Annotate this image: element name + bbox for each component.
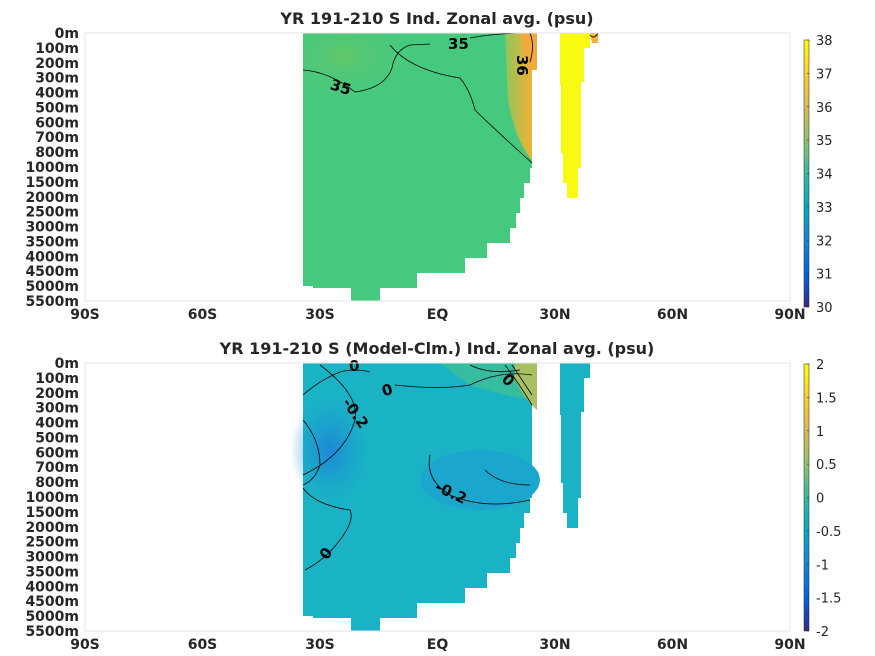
x-tick-label: 30N bbox=[539, 307, 570, 323]
y-tick-label: 800m bbox=[35, 145, 79, 161]
y-tick-label: 600m bbox=[35, 445, 79, 461]
x-tick-label: 90N bbox=[774, 307, 805, 323]
colorbar-tick-label: -0.5 bbox=[816, 525, 841, 540]
y-tick-label: 5500m bbox=[25, 624, 79, 640]
contour-labels: 35 35 36 bbox=[328, 35, 531, 99]
chart-title: YR 191-210 S (Model-Clm.) Ind. Zonal avg… bbox=[219, 339, 655, 358]
y-tick-label: 4000m bbox=[25, 579, 79, 595]
colorbar-tick-label: 30 bbox=[816, 301, 833, 316]
x-tick-label: 30N bbox=[539, 637, 570, 653]
x-tick-label: 60N bbox=[657, 637, 688, 653]
x-tick-label: 60S bbox=[188, 307, 218, 323]
y-tick-label: 300m bbox=[35, 71, 79, 87]
salinity-field bbox=[303, 33, 598, 301]
colorbar-tick-label: 32 bbox=[816, 234, 833, 249]
colorbar-tick-label: 31 bbox=[816, 268, 833, 283]
x-tick-label: EQ bbox=[427, 637, 449, 653]
y-tick-label: 1500m bbox=[25, 175, 79, 191]
y-tick-label: 1000m bbox=[25, 160, 79, 176]
contour-label: 35 bbox=[448, 35, 469, 53]
y-tick-label: 0m bbox=[55, 26, 79, 42]
x-tick-label: 90S bbox=[70, 637, 100, 653]
x-tick-label: 90S bbox=[70, 307, 100, 323]
y-tick-label: 2500m bbox=[25, 535, 79, 551]
y-tick-label: 3500m bbox=[25, 234, 79, 250]
colorbar-tick-label: 2 bbox=[816, 358, 824, 373]
y-tick-label: 3000m bbox=[25, 220, 79, 236]
y-tick-label: 0m bbox=[55, 356, 79, 372]
colorbar-tick-label: -1.5 bbox=[816, 592, 841, 607]
colorbar-tick-label: 37 bbox=[816, 67, 833, 82]
y-tick-label: 1000m bbox=[25, 490, 79, 506]
y-tick-label: 400m bbox=[35, 86, 79, 102]
colorbar-tick-label: 36 bbox=[816, 101, 833, 116]
colorbar-tick-label: 34 bbox=[816, 168, 833, 183]
colorbar-tick-label: -2 bbox=[816, 625, 829, 640]
colorbar-tick-label: 33 bbox=[816, 201, 833, 216]
anomaly-field bbox=[290, 363, 590, 631]
y-tick-label: 4500m bbox=[25, 264, 79, 280]
x-tick-label: 30S bbox=[305, 307, 335, 323]
colorbar: -2 -1.5 -1 -0.5 0 0.5 1 1.5 2 bbox=[803, 358, 841, 640]
y-tick-label: 3500m bbox=[25, 564, 79, 580]
y-tick-label: 4500m bbox=[25, 594, 79, 610]
axes-box bbox=[84, 362, 791, 632]
y-tick-label: 200m bbox=[35, 386, 79, 402]
y-tick-label: 600m bbox=[35, 115, 79, 131]
contour-label: 36 bbox=[513, 55, 531, 76]
contour-lines bbox=[302, 32, 599, 164]
y-tick-label: 3000m bbox=[25, 550, 79, 566]
y-tick-label: 500m bbox=[35, 430, 79, 446]
x-tick-label: 30S bbox=[305, 637, 335, 653]
x-tick-label: 60N bbox=[657, 307, 688, 323]
northern-column bbox=[560, 363, 590, 528]
y-tick-label: 100m bbox=[35, 41, 79, 57]
y-tick-label: 2000m bbox=[25, 520, 79, 536]
y-tick-label: 2500m bbox=[25, 205, 79, 221]
salinity-panel: YR 191-210 S Ind. Zonal avg. (psu) 35 35… bbox=[25, 9, 832, 323]
colorbar-tick-label: 0.5 bbox=[816, 458, 837, 473]
colorbar-tick-label: 1.5 bbox=[816, 391, 837, 406]
y-tick-label: 200m bbox=[35, 56, 79, 72]
colorbar: 30 31 32 33 34 35 36 37 38 bbox=[803, 34, 833, 316]
y-tick-label: 2000m bbox=[25, 190, 79, 206]
x-tick-label: EQ bbox=[427, 307, 449, 323]
northern-column bbox=[560, 33, 590, 198]
colorbar-tick-label: 0 bbox=[816, 492, 824, 507]
x-tick-label: 60S bbox=[188, 637, 218, 653]
y-tick-label: 1500m bbox=[25, 505, 79, 521]
y-tick-label: 800m bbox=[35, 475, 79, 491]
colorbar-tick-label: 38 bbox=[816, 34, 833, 49]
x-tick-label: 90N bbox=[774, 637, 805, 653]
colorbar-tick-label: 35 bbox=[816, 134, 833, 149]
axes-box bbox=[84, 32, 791, 302]
contour-lines bbox=[302, 364, 533, 571]
contour-label: 0 bbox=[380, 380, 395, 400]
chart-title: YR 191-210 S Ind. Zonal avg. (psu) bbox=[279, 9, 593, 28]
colorbar-tick-label: -1 bbox=[816, 558, 829, 573]
colorbar-tick-label: 1 bbox=[816, 425, 824, 440]
y-tick-label: 400m bbox=[35, 416, 79, 432]
y-tick-label: 100m bbox=[35, 371, 79, 387]
y-tick-label: 700m bbox=[35, 130, 79, 146]
y-tick-label: 5000m bbox=[25, 609, 79, 625]
y-tick-label: 500m bbox=[35, 100, 79, 116]
contour-label: 35 bbox=[328, 75, 353, 99]
contour-label: 0 bbox=[349, 357, 359, 375]
anomaly-panel: YR 191-210 S (Model-Clm.) Ind. Zonal avg… bbox=[25, 339, 841, 653]
y-tick-label: 700m bbox=[35, 460, 79, 476]
y-tick-label: 4000m bbox=[25, 249, 79, 265]
y-tick-label: 5500m bbox=[25, 294, 79, 310]
y-tick-label: 300m bbox=[35, 401, 79, 417]
y-tick-label: 5000m bbox=[25, 279, 79, 295]
